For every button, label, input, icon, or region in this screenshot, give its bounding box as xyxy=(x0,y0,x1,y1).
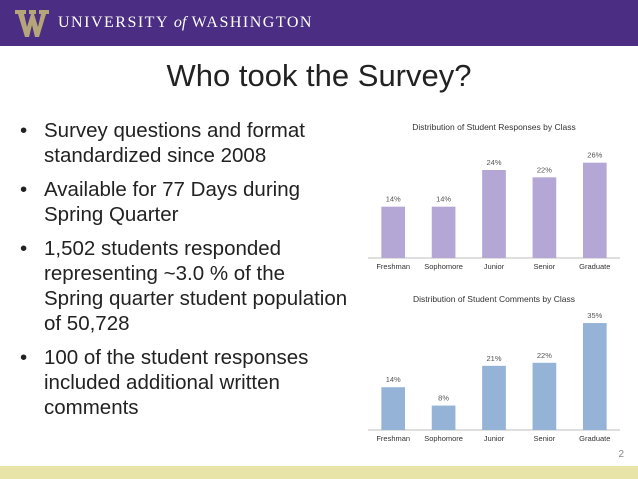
chart-data-label: 22% xyxy=(537,351,552,360)
chart-tick-label: Junior xyxy=(484,262,505,271)
chart-data-label: 14% xyxy=(386,195,401,204)
bullet-item: Survey questions and format standardized… xyxy=(18,118,348,168)
chart-bar xyxy=(582,323,607,430)
chart-tick-label: Sophomore xyxy=(424,262,463,271)
bullet-item: 1,502 students responded representing ~3… xyxy=(18,236,348,336)
chart-tick-label: Graduate xyxy=(579,434,610,443)
bullet-item: 100 of the student responses included ad… xyxy=(18,345,348,420)
uw-logo-icon xyxy=(15,10,49,37)
chart-bar xyxy=(431,405,456,430)
university-name-prefix: UNIVERSITY xyxy=(58,14,169,31)
bullet-list: Survey questions and format standardized… xyxy=(18,118,348,429)
slide-title: Who took the Survey? xyxy=(166,58,472,93)
chart-tick-label: Freshman xyxy=(376,434,410,443)
chart-tick-label: Junior xyxy=(484,434,505,443)
chart-bar xyxy=(582,162,607,258)
chart-data-label: 8% xyxy=(438,394,449,403)
university-name-suffix: WASHINGTON xyxy=(191,14,313,31)
chart-tick-label: Freshman xyxy=(376,262,410,271)
chart-title: Distribution of Student Responses by Cla… xyxy=(412,122,575,132)
page-number: 2 xyxy=(618,449,624,460)
chart-tick-label: Senior xyxy=(534,262,556,271)
comments-by-class-chart: Distribution of Student Comments by Clas… xyxy=(368,294,620,443)
university-name: UNIVERSITY of WASHINGTON xyxy=(58,14,313,32)
chart-bar xyxy=(532,362,557,430)
university-name-of: of xyxy=(173,14,187,31)
responses-by-class-chart: Distribution of Student Responses by Cla… xyxy=(368,122,620,271)
chart-data-label: 26% xyxy=(587,151,602,160)
chart-tick-label: Sophomore xyxy=(424,434,463,443)
chart-bar xyxy=(482,365,506,430)
chart-tick-label: Graduate xyxy=(579,262,610,271)
bullet-item: Available for 77 Days during Spring Quar… xyxy=(18,177,348,227)
chart-data-label: 35% xyxy=(587,311,602,320)
footer-bar xyxy=(0,466,638,479)
chart-title: Distribution of Student Comments by Clas… xyxy=(413,294,575,304)
chart-bar xyxy=(532,177,557,258)
chart-bar xyxy=(482,170,506,258)
chart-data-label: 14% xyxy=(386,375,401,384)
chart-bar xyxy=(431,206,456,258)
chart-bar xyxy=(381,387,406,430)
chart-data-label: 24% xyxy=(486,158,501,167)
header-bar: UNIVERSITY of WASHINGTON xyxy=(0,0,638,46)
chart-bar xyxy=(381,206,406,258)
chart-data-label: 14% xyxy=(436,195,451,204)
chart-data-label: 22% xyxy=(537,165,552,174)
chart-data-label: 21% xyxy=(486,354,501,363)
chart-tick-label: Senior xyxy=(534,434,556,443)
